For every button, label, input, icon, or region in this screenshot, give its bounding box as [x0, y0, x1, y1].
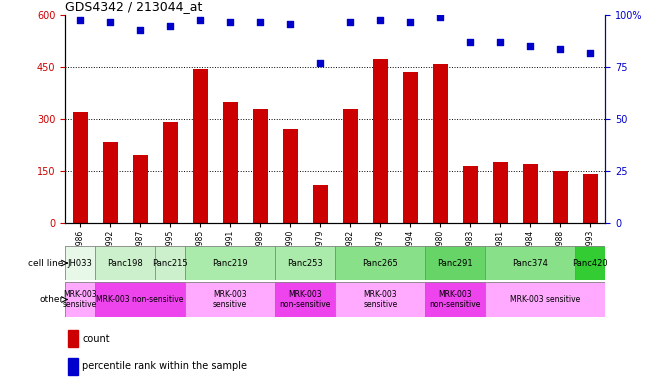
Point	[315, 60, 326, 66]
Text: MRK-003
sensitive: MRK-003 sensitive	[363, 290, 397, 309]
Point	[225, 18, 236, 25]
Point	[435, 14, 445, 20]
Text: GDS4342 / 213044_at: GDS4342 / 213044_at	[65, 0, 202, 13]
Point	[285, 21, 296, 27]
Point	[495, 39, 506, 45]
Text: MRK-003
non-sensitive: MRK-003 non-sensitive	[279, 290, 331, 309]
Bar	[583, 174, 598, 223]
Text: cell line: cell line	[28, 258, 64, 268]
Bar	[425, 282, 486, 317]
Text: Panc215: Panc215	[152, 258, 188, 268]
Text: Panc291: Panc291	[437, 258, 473, 268]
Text: percentile rank within the sample: percentile rank within the sample	[83, 361, 247, 371]
Text: MRK-003
sensitive: MRK-003 sensitive	[63, 290, 97, 309]
Bar	[95, 282, 185, 317]
Bar	[403, 73, 418, 223]
Bar	[65, 246, 95, 280]
Bar	[433, 64, 448, 223]
Bar	[486, 282, 605, 317]
Bar	[68, 330, 77, 347]
Bar	[335, 246, 425, 280]
Point	[75, 17, 85, 23]
Point	[345, 18, 355, 25]
Bar	[163, 122, 178, 223]
Bar	[223, 102, 238, 223]
Bar	[95, 246, 155, 280]
Text: count: count	[83, 334, 110, 344]
Text: MRK-003 sensitive: MRK-003 sensitive	[510, 295, 581, 304]
Point	[195, 17, 206, 23]
Text: other: other	[39, 295, 64, 304]
Bar	[185, 282, 275, 317]
Point	[165, 23, 175, 29]
Text: Panc374: Panc374	[512, 258, 548, 268]
Bar	[73, 112, 88, 223]
Bar	[373, 59, 388, 223]
Bar	[275, 282, 335, 317]
Bar	[575, 246, 605, 280]
Point	[465, 39, 475, 45]
Bar	[68, 358, 77, 375]
Text: Panc198: Panc198	[107, 258, 143, 268]
Bar	[155, 246, 185, 280]
Point	[375, 17, 385, 23]
Text: MRK-003 non-sensitive: MRK-003 non-sensitive	[96, 295, 184, 304]
Point	[135, 27, 145, 33]
Bar	[133, 155, 148, 223]
Bar	[343, 109, 358, 223]
Bar	[486, 246, 575, 280]
Bar	[553, 171, 568, 223]
Bar	[312, 185, 327, 223]
Text: Panc420: Panc420	[573, 258, 608, 268]
Text: MRK-003
non-sensitive: MRK-003 non-sensitive	[430, 290, 481, 309]
Text: MRK-003
sensitive: MRK-003 sensitive	[213, 290, 247, 309]
Point	[255, 18, 266, 25]
Point	[525, 43, 536, 50]
Text: Panc219: Panc219	[212, 258, 248, 268]
Bar	[493, 162, 508, 223]
Bar	[193, 69, 208, 223]
Bar	[425, 246, 486, 280]
Bar	[103, 142, 118, 223]
Point	[555, 45, 566, 51]
Point	[105, 18, 115, 25]
Bar	[463, 166, 478, 223]
Bar	[253, 109, 268, 223]
Bar	[275, 246, 335, 280]
Bar	[185, 246, 275, 280]
Text: JH033: JH033	[68, 258, 92, 268]
Bar	[283, 129, 298, 223]
Bar	[523, 164, 538, 223]
Bar	[65, 282, 95, 317]
Text: Panc253: Panc253	[287, 258, 323, 268]
Point	[405, 18, 415, 25]
Text: Panc265: Panc265	[363, 258, 398, 268]
Bar	[335, 282, 425, 317]
Point	[585, 50, 596, 56]
